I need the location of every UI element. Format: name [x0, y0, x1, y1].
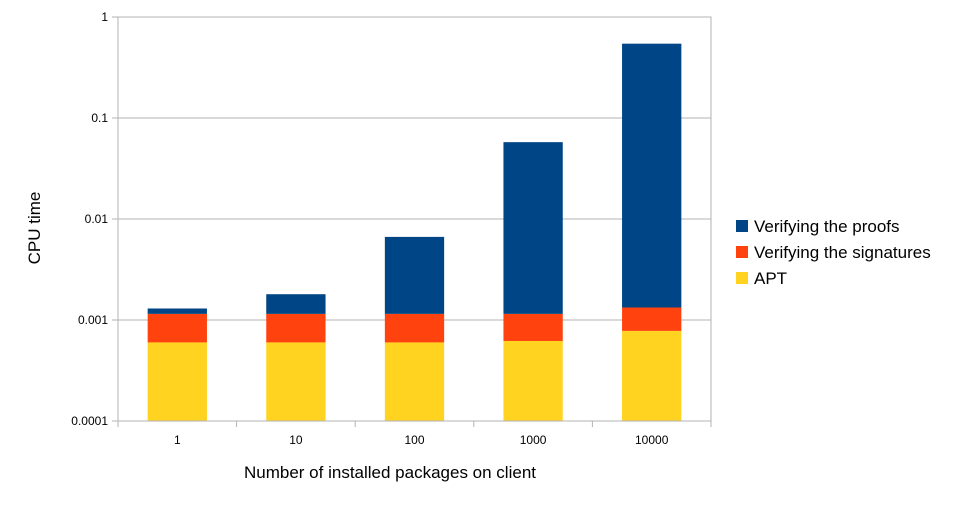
bar-verifying-the-signatures	[622, 307, 682, 331]
bar-verifying-the-signatures	[384, 313, 445, 343]
legend: Verifying the proofs Verifying the signat…	[736, 217, 931, 288]
y-tick-labels: 1 0.1 0.01 0.001 0.0001	[71, 10, 108, 428]
legend-label: Verifying the proofs	[754, 217, 900, 236]
x-tick-label: 100	[404, 433, 424, 447]
bar-apt	[503, 340, 563, 421]
x-axis-title: Number of installed packages on client	[244, 463, 536, 482]
legend-swatch	[736, 246, 748, 258]
legend-swatch	[736, 272, 748, 284]
bar-verifying-the-signatures	[266, 313, 326, 343]
axes	[117, 16, 712, 427]
legend-label: Verifying the signatures	[754, 243, 931, 262]
bar-verifying-the-proofs	[503, 142, 563, 314]
bar-apt	[266, 342, 326, 421]
y-tick-label: 0.001	[78, 313, 108, 327]
x-tick-labels: 1 10 100 1000 10000	[174, 433, 669, 447]
bar-verifying-the-proofs	[622, 43, 682, 308]
bar-verifying-the-signatures	[503, 313, 563, 341]
bar-verifying-the-proofs	[384, 236, 445, 314]
bar-verifying-the-proofs	[266, 294, 326, 314]
y-tick-label: 0.01	[85, 212, 109, 226]
x-tick-label: 1000	[520, 433, 547, 447]
x-tick-label: 10000	[635, 433, 669, 447]
bar-apt	[622, 330, 682, 421]
bar-apt	[147, 342, 207, 421]
y-tick-label: 0.1	[91, 111, 108, 125]
y-axis-title: CPU time	[25, 192, 44, 265]
bar-verifying-the-proofs	[147, 308, 207, 314]
x-tick-label: 1	[174, 433, 181, 447]
bar-apt	[384, 342, 445, 421]
bars	[147, 43, 682, 421]
legend-label: APT	[754, 269, 787, 288]
bar-verifying-the-signatures	[147, 313, 207, 343]
plot-frame	[117, 16, 712, 422]
x-tick-label: 10	[289, 433, 303, 447]
legend-swatch	[736, 220, 748, 232]
y-tick-label: 0.0001	[71, 414, 108, 428]
y-tick-label: 1	[101, 10, 108, 24]
